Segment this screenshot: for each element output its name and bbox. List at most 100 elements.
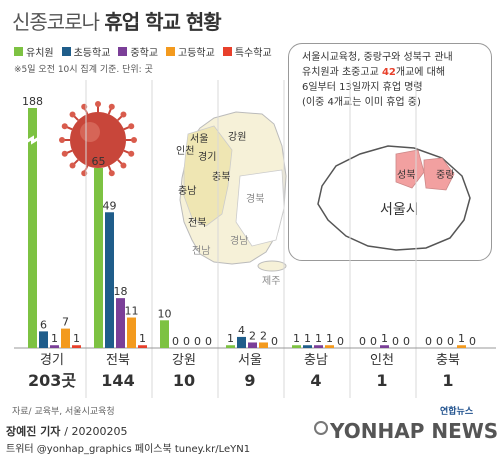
publish-date: / 20200205 [64,425,128,438]
virus-spike-tip [81,170,88,177]
info-line-3: 6일부터 13일까지 휴업 명령 [302,82,423,93]
bar-value-label: 0 [271,335,278,348]
bar [292,345,301,348]
virus-spike-tip [108,170,115,177]
category-total: 9 [244,371,255,390]
virus-spike [64,125,73,131]
legend-item-special: 특수학교 [222,44,272,59]
bar-value-label: 1 [458,332,465,345]
virus-spike [83,165,89,174]
legend-label: 특수학교 [234,48,272,59]
bar-value-label: 1 [315,332,322,345]
reporter-name: 장예진 기자 [6,425,61,438]
bar-value-label: 1 [51,332,58,345]
bar-value-label: 0 [403,335,410,348]
category-total: 1 [442,371,453,390]
legend-swatch [166,47,176,56]
bar [116,298,125,348]
bar-value-label: 1 [293,332,300,345]
bar [259,342,268,348]
korea-label-gangwon: 강원 [228,131,246,143]
bar [457,345,466,348]
bar-value-label: 1 [326,332,333,345]
bar [127,317,136,348]
virus-spike-tip [61,150,68,157]
legend-swatch [222,47,232,56]
bar-value-label: 1 [381,332,388,345]
legend-label: 초등학교 [73,48,111,59]
info-line-2-number: 42 [381,67,396,78]
bar-value-label: 1 [227,332,234,345]
category-label: 인천 [370,353,394,368]
bar [160,320,169,348]
virus-spike [107,106,113,115]
korea-label-chungbuk: 충북 [212,171,230,183]
bar-value-label: 65 [92,155,106,168]
title-light: 신종코로나 [12,10,100,34]
yonhap-logo-icon [314,421,328,435]
korea-map-shape [179,111,287,265]
korea-label-chungnam: 충남 [178,185,196,197]
category-total: 203곳 [28,371,76,390]
bar-value-label: 0 [183,335,190,348]
category-label: 서울 [238,353,262,368]
category-total: 4 [310,371,321,390]
bar-value-label: 0 [447,335,454,348]
virus-spike-tip [81,103,88,110]
bar [138,345,147,348]
info-line-2-pre: 유치원과 초중고교 [302,67,382,78]
seoul-info-text: 서울시교육청, 중랑구와 성북구 관내 유치원과 초중고교 42개교에 대해 6… [302,50,488,110]
chart-category-labels: 경기 203곳 전북 144 강원 10 서울 9 충남 4 인천 1 충북 1 [28,353,460,390]
bar [28,108,37,348]
yonhap-brand-big: YONHAP NEWS [330,419,499,443]
korea-label-jeju: 제주 [262,275,280,287]
virus-spike [123,149,132,155]
korea-map-east [235,169,285,247]
bar-value-label: 0 [194,335,201,348]
legend-swatch [14,47,23,56]
bar [237,336,246,348]
virus-spike [107,165,113,174]
bar-value-label: 10 [158,307,172,320]
bar [226,345,235,348]
category-label: 전북 [106,353,130,368]
bar [72,345,81,348]
bar [50,345,59,348]
bar-value-label: 4 [238,324,245,337]
bar [61,328,70,348]
category-label: 충북 [436,353,460,368]
title-bold: 휴업 학교 현황 [104,10,221,34]
virus-spike-tip [61,123,68,130]
legend-label: 중학교 [130,48,159,59]
bar [248,342,257,348]
bar-value-label: 2 [249,329,256,342]
korea-label-gyeongbuk: 경북 [246,192,264,205]
bar-value-label: 1 [304,332,311,345]
bar-value-label: 18 [114,285,128,298]
korea-label-jeonnam: 전남 [192,245,210,257]
virus-spike-tip [128,150,135,157]
page-title: 신종코로나 휴업 학교 현황 [12,6,222,35]
bar-value-label: 188 [22,95,43,108]
korea-label-gyeonggi: 경기 [198,150,216,163]
korea-label-gyeongnam: 경남 [230,234,248,247]
category-total: 1 [376,371,387,390]
bar-value-label: 0 [370,335,377,348]
virus-spike-tip [95,101,101,107]
bar-value-label: 6 [40,318,47,331]
bar-value-label: 2 [260,329,267,342]
info-line-2-post: 개교에 대해 [395,67,446,78]
legend-item-middle: 중학교 [118,44,158,59]
bar [39,331,48,348]
info-line-2: 유치원과 초중고교 42개교에 대해 [302,65,488,80]
category-label: 경기 [40,353,64,368]
category-total: 10 [173,371,195,390]
bar [303,345,312,348]
legend-swatch [118,47,128,56]
korea-map: 인천 서울 경기 강원 충북 충남 전북 경북 경남 전남 제주 [176,111,287,287]
virus-spike [117,159,125,167]
virus-spike-tip [95,173,101,179]
legend-swatch [61,47,71,56]
bar-value-label: 0 [392,335,399,348]
virus-spike-tip [69,111,76,118]
